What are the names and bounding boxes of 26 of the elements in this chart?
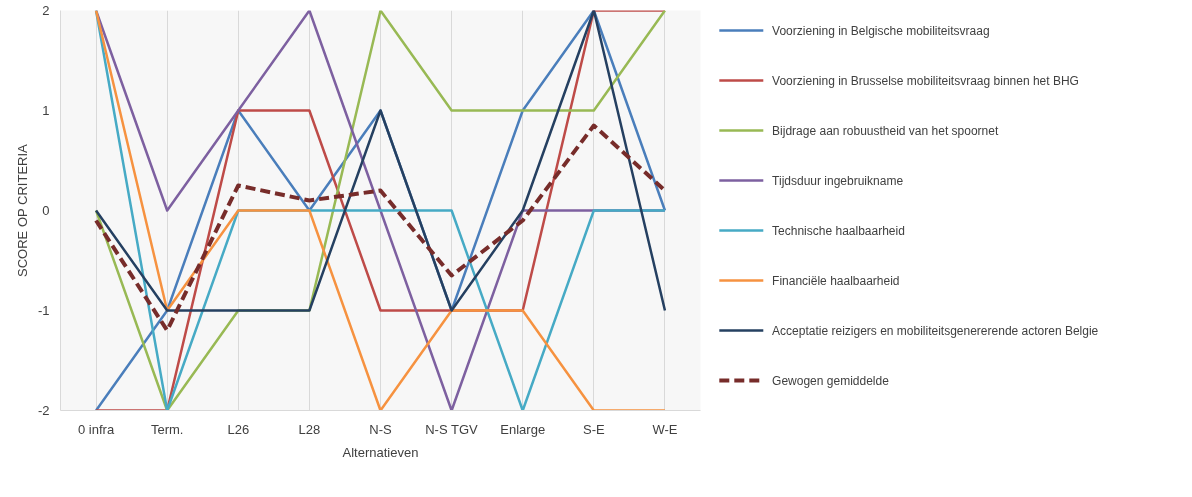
legend-label: Voorziening in Brusselse mobiliteitsvraag binnen het BHG	[772, 73, 1079, 88]
y-tick-label: 1	[42, 103, 50, 118]
x-axis-title: Alternatieven	[342, 444, 419, 460]
x-tick-label: S-E	[583, 421, 605, 437]
legend-label: Financiële haalbaarheid	[772, 273, 900, 288]
x-tick-label: N-S TGV	[425, 421, 479, 437]
x-tick-label: L26	[227, 421, 250, 437]
y-tick-label: -2	[37, 403, 50, 418]
legend-label: Acceptatie reizigers en mobiliteitsgenererende actoren Belgie	[772, 323, 1099, 338]
line-series	[94, 10, 667, 312]
x-tick-label: Term.	[150, 421, 184, 437]
x-tick-label: W-E	[652, 421, 678, 437]
legend-label: Tijdsduur ingebruikname	[772, 173, 904, 188]
x-tick-label: L28	[298, 421, 321, 437]
line-series	[94, 123, 667, 333]
x-tick-label: 0 infra	[77, 421, 115, 437]
legend-label: Voorziening in Belgische mobiliteitsvraag	[772, 23, 990, 38]
x-tick-label: N-S	[369, 421, 393, 437]
y-tick-label: -1	[37, 303, 50, 318]
legend-label: Bijdrage aan robuustheid van het spoornet	[772, 123, 999, 138]
y-axis-title: SCORE OP CRITERIA	[14, 143, 30, 277]
x-tick-label: Enlarge	[500, 421, 546, 437]
y-tick-label: 0	[42, 203, 50, 218]
legend-label: Gewogen gemiddelde	[772, 373, 890, 388]
y-tick-label: 2	[42, 3, 50, 18]
legend-label: Technische haalbaarheid	[772, 223, 905, 238]
